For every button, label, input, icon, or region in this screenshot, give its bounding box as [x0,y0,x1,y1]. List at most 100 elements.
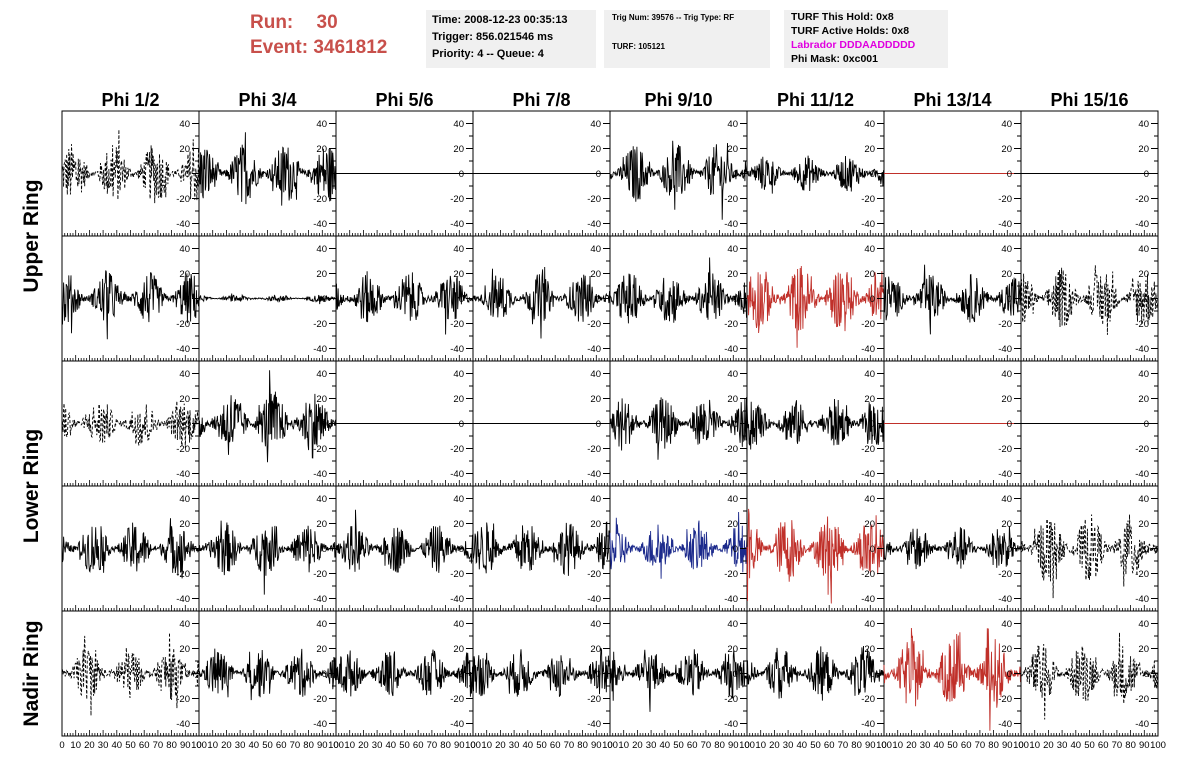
x-tick-label: 60 [1098,740,1109,751]
y-tick-label: -20 [176,194,190,205]
y-tick-label: -20 [1135,319,1149,330]
y-tick-label: -40 [724,219,738,230]
waveform-trace [1020,632,1159,720]
y-tick-label: -40 [176,594,190,605]
waveform-panel: 40 20 0 -20 -40 [746,110,885,237]
waveform-panel: 40 20 0 -20 -40 [61,610,200,737]
waveform-trace [61,400,200,448]
x-tick-label: 50 [262,740,273,751]
waveform-trace [198,293,337,305]
y-tick-label: 0 [1007,294,1012,305]
y-tick-label: -40 [1135,594,1149,605]
y-tick-label: 20 [1138,269,1149,280]
x-tick-label: 0 [607,740,612,751]
row-title: Nadir Ring [20,620,43,726]
waveform-panel: 40 20 0 -20 -40 [198,235,337,362]
y-tick-label: 0 [870,669,875,680]
y-tick-label: 20 [179,394,190,405]
y-tick-label: 40 [590,494,601,505]
column-title: Phi 1/2 [101,90,159,110]
y-tick-label: -40 [861,344,875,355]
y-tick-label: -20 [998,694,1012,705]
run-line: Run: 30 [250,10,415,35]
x-tick-label: 50 [1084,740,1095,751]
y-tick-label: 0 [322,669,327,680]
y-tick-label: -20 [724,319,738,330]
y-tick-label: 40 [316,244,327,255]
y-tick-label: 20 [590,519,601,530]
y-tick-label: 20 [1001,519,1012,530]
x-tick-label: 90 [454,740,465,751]
x-tick-label: 40 [386,740,397,751]
x-tick-label: 80 [851,740,862,751]
waveform-panel: 40 20 0 -20 -40 [746,360,885,487]
waveform-trace [609,140,748,220]
y-tick-label: 40 [590,369,601,380]
row-title: Lower Ring [20,429,43,543]
waveform-panel: 40 20 0 -20 -40 [1020,485,1159,612]
y-tick-label: 20 [179,144,190,155]
waveform-panel: 40 20 0 -20 -40 [746,485,885,612]
y-tick-label: 40 [1138,494,1149,505]
y-tick-label: 40 [453,369,464,380]
x-tick-label: 40 [797,740,808,751]
waveform-trace [335,509,474,573]
x-tick-label: 0 [744,740,749,751]
y-tick-label: 0 [185,294,190,305]
y-tick-label: -20 [724,194,738,205]
waveform-trace [609,511,748,579]
y-tick-label: 40 [1001,369,1012,380]
x-tick-label: 60 [824,740,835,751]
y-tick-label: 20 [316,269,327,280]
y-tick-label: 0 [1007,544,1012,555]
y-tick-label: 40 [1138,119,1149,130]
y-tick-label: -20 [450,569,464,580]
waveform-trace [746,265,885,348]
y-tick-label: -20 [1135,194,1149,205]
y-tick-label: 20 [1138,644,1149,655]
waveform-panel: 40 20 0 -20 -40 [609,360,748,487]
x-tick-label: 30 [783,740,794,751]
x-tick-label: 60 [139,740,150,751]
waveform-trace [609,649,748,712]
y-tick-label: 40 [590,244,601,255]
x-tick-label: 50 [673,740,684,751]
y-tick-label: 20 [179,644,190,655]
x-tick-label: 30 [98,740,109,751]
y-tick-label: -40 [176,219,190,230]
y-tick-label: 40 [316,619,327,630]
waveform-trace [61,632,200,716]
y-tick-label: -40 [176,344,190,355]
waveform-trace [61,270,200,340]
y-tick-label: -40 [176,719,190,730]
y-tick-label: 20 [864,144,875,155]
y-tick-label: 20 [453,644,464,655]
y-tick-label: -40 [1135,469,1149,480]
event-label: Event: [250,37,309,58]
x-tick-label: 20 [1043,740,1054,751]
y-tick-label: -40 [861,594,875,605]
x-tick-label: 70 [838,740,849,751]
column-title: Phi 5/6 [375,90,433,110]
y-tick-label: -20 [313,444,327,455]
y-tick-label: -20 [313,319,327,330]
waveform-panel: 40 20 0 -20 -40 [335,485,474,612]
y-tick-label: 20 [316,394,327,405]
y-tick-label: 20 [316,644,327,655]
y-tick-label: 20 [179,519,190,530]
x-tick-label: 80 [714,740,725,751]
waveform-trace [883,525,1022,570]
y-tick-label: -40 [998,219,1012,230]
waveform-trace [472,266,611,339]
y-tick-label: 0 [1144,294,1149,305]
y-tick-label: -20 [1135,569,1149,580]
y-tick-label: -40 [313,594,327,605]
y-tick-label: -40 [587,344,601,355]
waveform-trace [746,645,885,701]
y-tick-label: -20 [176,569,190,580]
x-tick-label: 80 [988,740,999,751]
column-title: Phi 15/16 [1050,90,1128,110]
turf-this-hold: TURF This Hold: 0x8 [791,11,894,23]
trigger-text: Trigger: 856.021546 ms [432,31,554,43]
